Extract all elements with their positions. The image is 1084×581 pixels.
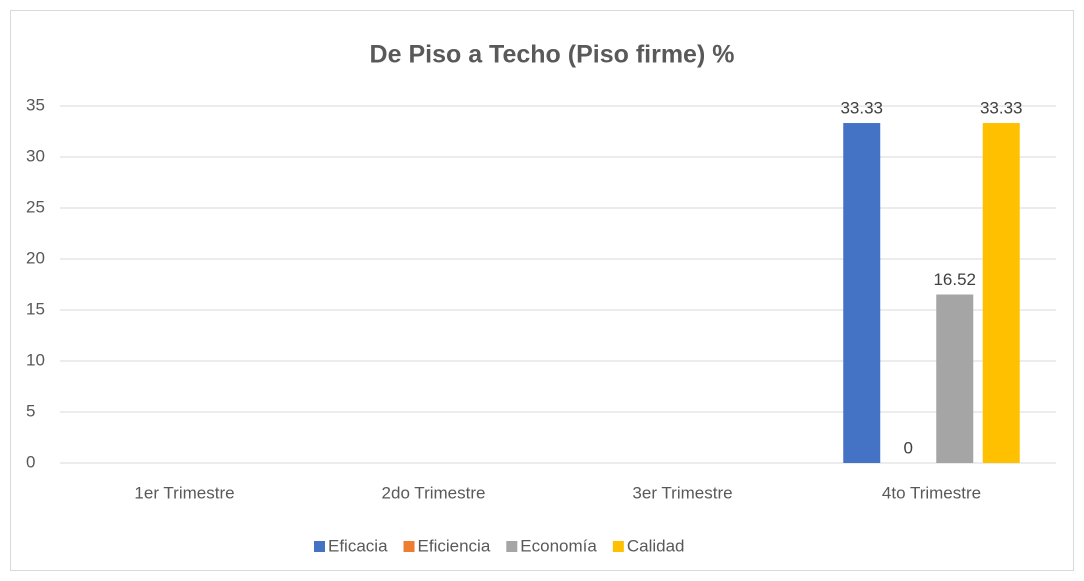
legend-swatch: [314, 541, 325, 552]
y-tick-label: 30: [26, 146, 45, 165]
bar: [936, 294, 974, 463]
chart-border: [10, 10, 1074, 571]
y-tick-label: 35: [26, 95, 45, 114]
legend-swatch: [403, 541, 415, 552]
y-tick-label: 20: [26, 248, 45, 267]
data-label: 0: [904, 438, 913, 457]
legend-swatch: [612, 541, 624, 552]
x-tick-label: 4to Trimestre: [882, 483, 981, 502]
legend-label: Economía: [520, 536, 597, 555]
bar: [982, 123, 1020, 463]
y-tick-label: 25: [26, 197, 45, 216]
y-tick-label: 10: [26, 350, 45, 369]
data-label: 16.52: [933, 270, 976, 289]
y-tick-label: 0: [26, 452, 35, 471]
legend-label: Calidad: [627, 536, 685, 555]
chart-title: De Piso a Techo (Piso firme) %: [370, 41, 735, 69]
y-tick-label: 15: [26, 299, 45, 318]
x-tick-label: 2do Trimestre: [382, 483, 486, 502]
bar: [843, 123, 881, 463]
legend-label: Eficacia: [328, 536, 388, 555]
y-tick-label: 5: [26, 401, 35, 420]
legend-label: Eficiencia: [418, 536, 491, 555]
x-tick-label: 1er Trimestre: [134, 483, 234, 502]
data-label: 33.33: [980, 99, 1023, 118]
x-tick-label: 3er Trimestre: [632, 483, 732, 502]
data-label: 33.33: [840, 99, 883, 118]
legend-swatch: [506, 541, 518, 552]
